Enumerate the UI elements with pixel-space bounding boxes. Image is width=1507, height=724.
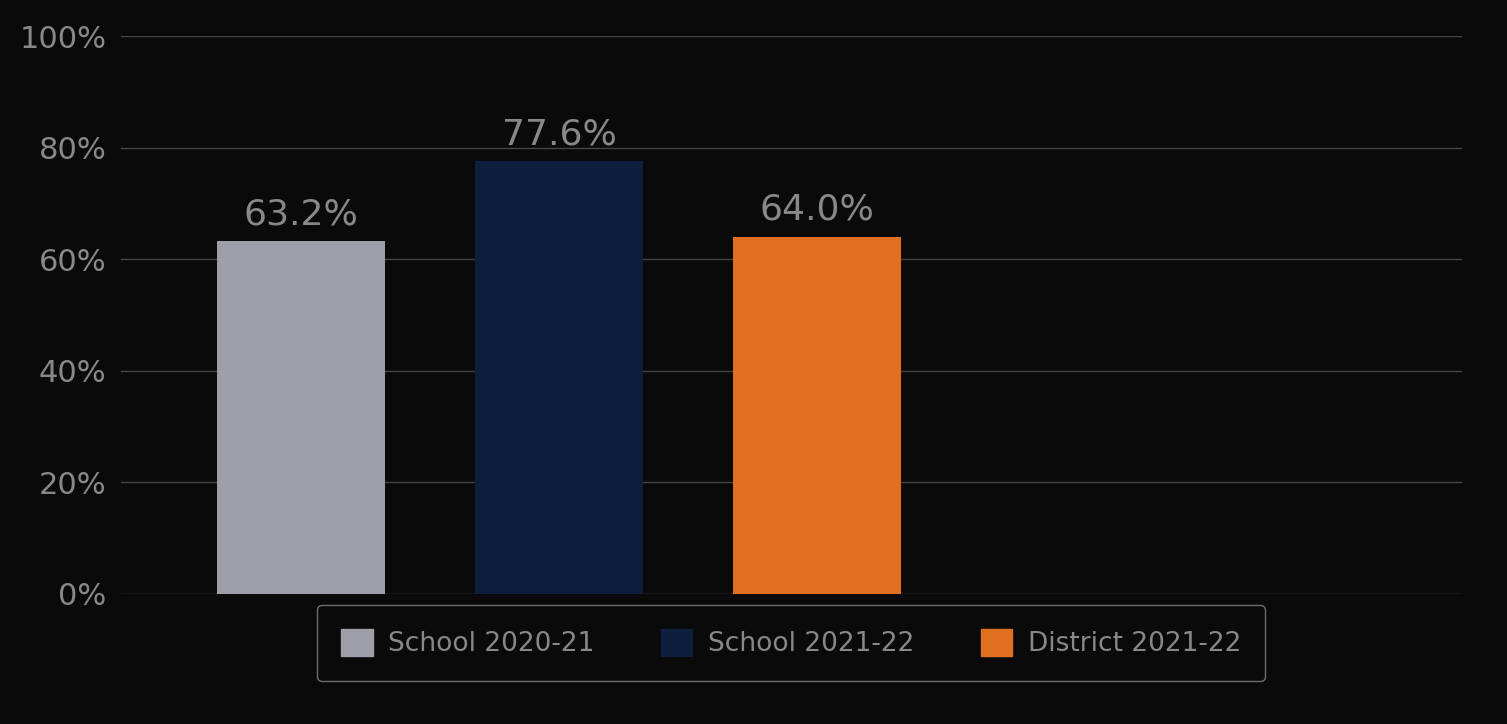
Text: 77.6%: 77.6% bbox=[502, 117, 616, 151]
Bar bbox=[475, 161, 643, 594]
Bar bbox=[217, 241, 384, 594]
Text: 63.2%: 63.2% bbox=[244, 198, 359, 232]
Text: 64.0%: 64.0% bbox=[760, 193, 874, 227]
Bar bbox=[732, 237, 901, 594]
Legend: School 2020-21, School 2021-22, District 2021-22: School 2020-21, School 2021-22, District… bbox=[316, 605, 1266, 681]
